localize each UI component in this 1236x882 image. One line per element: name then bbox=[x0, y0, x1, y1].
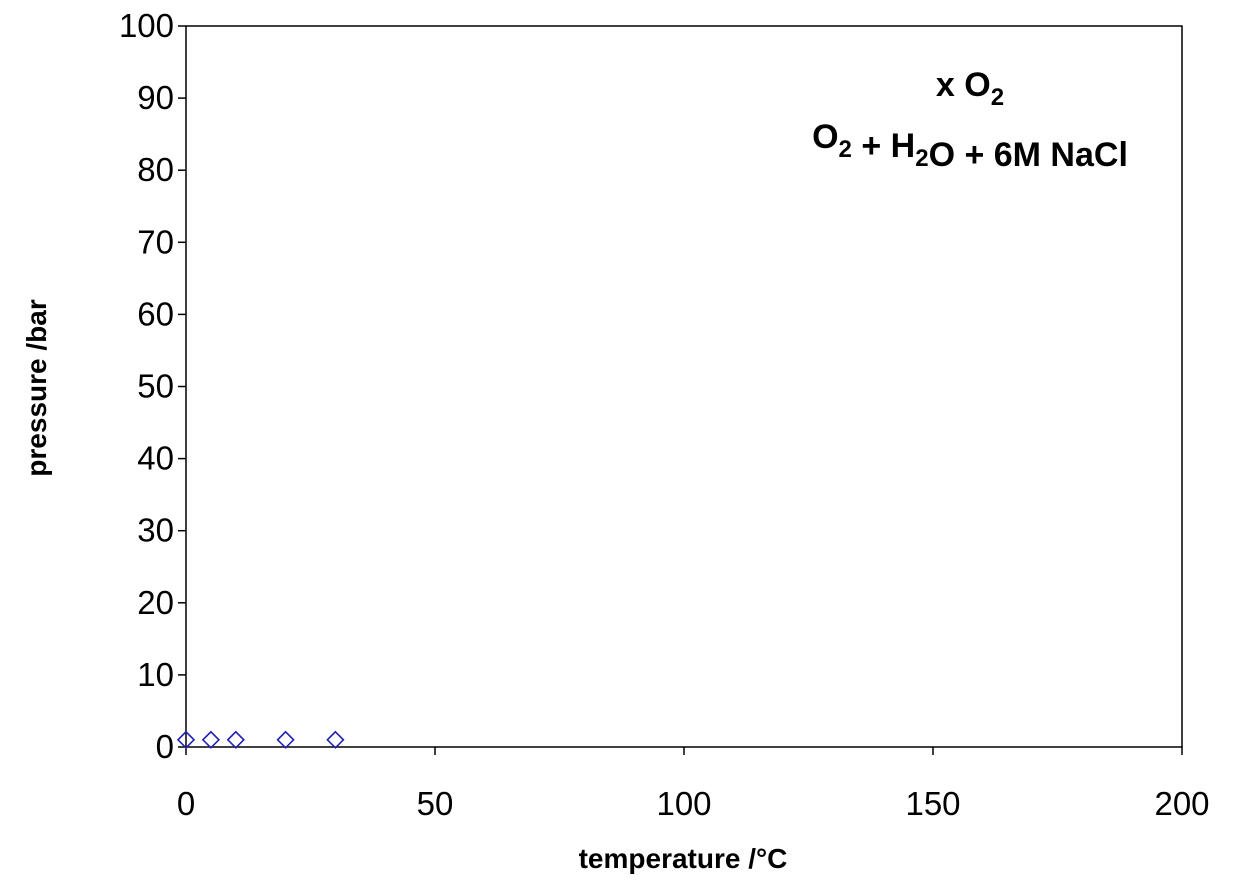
x-axis: 0 50 100 150 200 bbox=[177, 747, 1210, 822]
y-axis-title: pressure /bar bbox=[21, 299, 52, 477]
x-axis-title: temperature /°C bbox=[579, 843, 788, 874]
y-tick-label: 90 bbox=[137, 79, 174, 116]
y-tick-label: 30 bbox=[137, 512, 174, 549]
annotation-line-2: O2 + H2O + 6M NaCl bbox=[812, 118, 1128, 174]
data-points bbox=[176, 730, 345, 749]
data-point bbox=[176, 730, 196, 749]
y-tick-label: 20 bbox=[137, 584, 174, 621]
data-point bbox=[226, 730, 245, 749]
data-point bbox=[201, 730, 221, 749]
x-tick-label: 150 bbox=[905, 785, 960, 822]
plot-frame bbox=[185, 25, 1183, 748]
y-tick-label: 70 bbox=[137, 223, 174, 260]
plot-border bbox=[185, 25, 1183, 748]
y-tick-label: 100 bbox=[119, 7, 174, 44]
y-tick-label: 60 bbox=[137, 295, 174, 332]
annotation-line-1: x O2 bbox=[936, 66, 1004, 111]
y-tick-label: 50 bbox=[137, 368, 174, 405]
data-point bbox=[276, 730, 295, 749]
x-tick-label: 200 bbox=[1154, 785, 1209, 822]
y-axis: 0 10 20 30 40 50 60 70 80 90 100 bbox=[119, 7, 186, 765]
data-point bbox=[326, 730, 345, 749]
x-tick-label: 50 bbox=[417, 785, 454, 822]
y-tick-label: 40 bbox=[137, 440, 174, 477]
y-tick-label: 10 bbox=[137, 656, 174, 693]
y-tick-label: 80 bbox=[137, 151, 174, 188]
y-tick-label: 0 bbox=[156, 728, 174, 765]
x-tick-label: 100 bbox=[656, 785, 711, 822]
x-tick-label: 0 bbox=[177, 785, 195, 822]
